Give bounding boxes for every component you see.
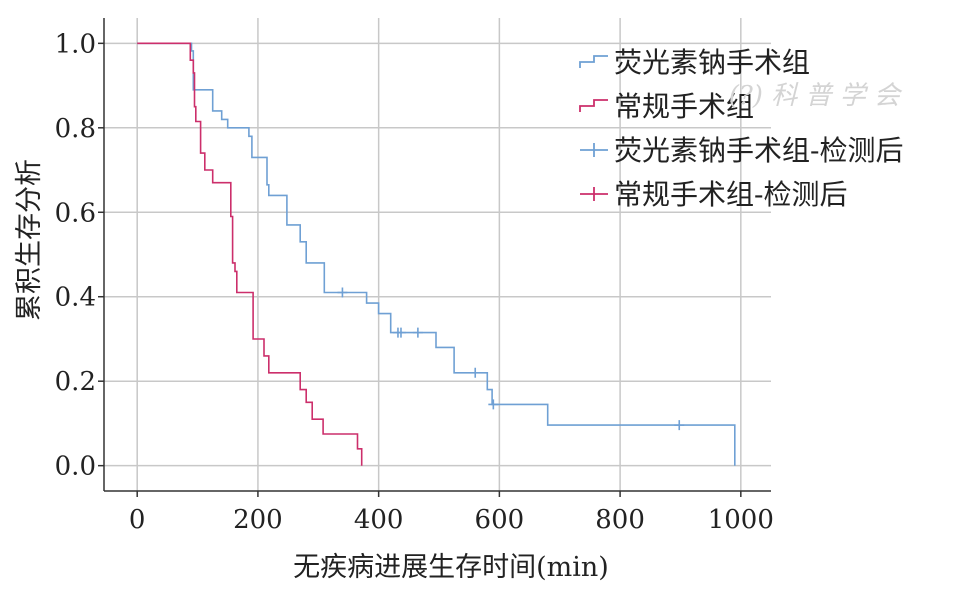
censor-mark: [488, 399, 499, 410]
watermark-text: (?) 科 普 学 会: [729, 81, 903, 111]
legend-label: 荧光素钠手术组-检测后: [614, 134, 903, 167]
censor-mark: [412, 327, 423, 338]
x-tick-label: 0: [129, 505, 146, 535]
y-axis-title: 累积生存分析: [14, 159, 45, 321]
legend-marker: [579, 99, 608, 112]
legend-label: 常规手术组: [614, 90, 754, 123]
censor-mark: [674, 420, 685, 431]
x-tick-label: 600: [475, 505, 525, 535]
legend-marker: [580, 143, 608, 157]
y-tick-label: 0.4: [55, 283, 96, 313]
axes: 0 200 400 600 800 1000 0.0 0.2 0.4 0.6 0.8 1.0: [55, 18, 774, 535]
x-tick-label: 200: [233, 505, 283, 535]
y-tick-label: 0.0: [55, 452, 96, 482]
grid: [104, 18, 771, 491]
censor-mark: [470, 367, 481, 378]
legend-marker: [579, 55, 608, 68]
legend-marker: [580, 187, 608, 201]
plot-area: [137, 42, 736, 466]
legend-label: 荧光素钠手术组: [614, 46, 810, 79]
x-tick-label: 1000: [708, 505, 774, 535]
y-tick-label: 0.8: [55, 114, 96, 144]
series-line: [137, 42, 363, 466]
y-tick-label: 0.2: [55, 367, 96, 397]
censor-mark: [337, 287, 348, 298]
y-tick-label: 0.6: [55, 198, 96, 228]
censor-mark: [395, 327, 406, 338]
x-axis-title: 无疾病进展生存时间(min): [293, 552, 609, 583]
legend-label: 常规手术组-检测后: [614, 178, 847, 211]
x-tick-label: 400: [354, 505, 404, 535]
y-tick-label: 1.0: [55, 29, 96, 59]
x-tick-label: 800: [595, 505, 645, 535]
